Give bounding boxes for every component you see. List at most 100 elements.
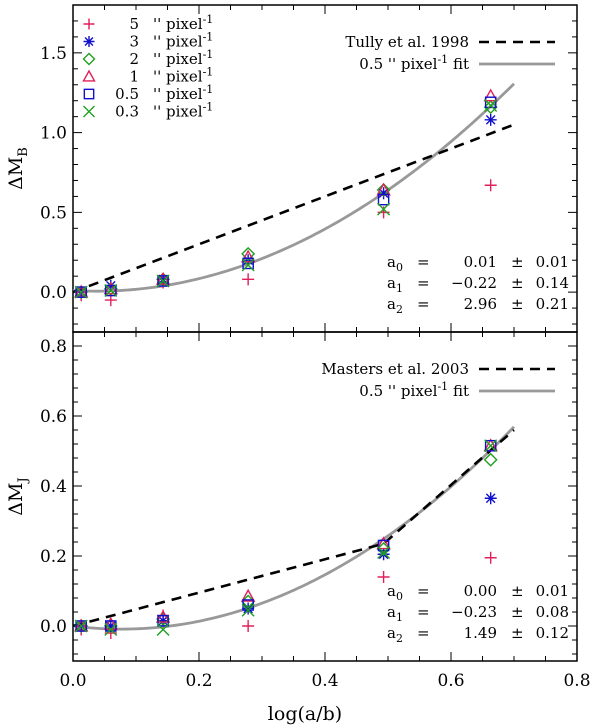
plot-frame: [72, 4, 578, 333]
x-tick-label: 0.0: [59, 671, 86, 691]
coef-equals: =: [417, 295, 430, 313]
line-legend-entry: Masters et al. 2003: [321, 360, 555, 378]
series-square: [75, 439, 497, 632]
legend-value: 1: [129, 68, 139, 86]
data-point-cross: [104, 284, 118, 298]
y-tick-label: 0.6: [40, 407, 67, 427]
fit-curve: [73, 425, 516, 631]
coef-name: a2: [387, 295, 403, 316]
data-point-cross: [241, 603, 255, 617]
coef-equals: =: [417, 603, 430, 621]
plot-area: [73, 425, 516, 639]
series-asterisk: [75, 492, 497, 632]
legend-entry: 0.3 '' pixel-1: [83, 101, 213, 121]
coefficient-row: a2 = 2.96 ±0.21: [387, 295, 569, 316]
legend-unit: '' pixel-1: [153, 13, 213, 33]
data-point-triangle: [240, 249, 256, 263]
coef-value: 1.49: [464, 624, 497, 642]
data-point-plus: [377, 571, 390, 583]
line-legend-label: 0.5 '' pixel-1 fit: [359, 380, 469, 400]
legend-entry: 1 '' pixel-1: [82, 66, 213, 86]
plot-area: [73, 82, 515, 307]
data-point-plus: [242, 273, 255, 286]
data-point-cross: [156, 623, 170, 636]
coef-plusminus: ±: [511, 253, 524, 271]
y-tick-label: 0.0: [40, 283, 67, 303]
fit-curve: [73, 82, 515, 293]
panel-bottom: 0.0 0.2 0.4 0.6 0.8 0.0 0.2 0.4 0.6 0.8 log(a/b) ΔM…: [5, 331, 591, 725]
series-plus: [75, 179, 497, 307]
x-tick-label: 0.4: [311, 671, 338, 691]
data-point-cross: [74, 619, 88, 633]
y-tick-label: 1.0: [40, 124, 67, 144]
line-legend: Masters et al. 2003 0.5 '' pixel-1 fit: [321, 360, 555, 400]
fit-coefficients: a0 = 0.00 ±0.01 a1 = −0.23 ±0.08 a2 = 1.49 ±0.12: [387, 582, 569, 645]
data-point-cross: [377, 202, 391, 216]
data-point-square: [377, 193, 390, 206]
data-point-square: [484, 439, 497, 452]
y-tick-label: 0.4: [40, 477, 67, 497]
data-point-asterisk: [484, 492, 497, 505]
legend-entry: 2 '' pixel-1: [82, 48, 213, 68]
data-point-diamond: [483, 100, 498, 115]
reference-line: [73, 429, 515, 628]
y-tick-label: 0.5: [40, 203, 67, 223]
data-point-square: [242, 257, 254, 270]
data-point-diamond: [156, 612, 171, 626]
data-point-diamond: [74, 619, 89, 633]
series-square: [75, 96, 497, 298]
data-point-triangle: [240, 588, 256, 602]
series-cross: [74, 98, 498, 299]
data-point-diamond: [376, 542, 391, 556]
legend-unit: '' pixel-1: [153, 83, 213, 103]
data-point-asterisk: [242, 602, 255, 615]
legend-value: 5: [129, 15, 139, 33]
x-axis-label: log(a/b): [268, 703, 342, 725]
data-point-cross: [104, 623, 118, 636]
legend-unit: '' pixel-1: [153, 66, 213, 86]
data-point-plus: [484, 551, 497, 564]
x-tick-label: 0.6: [437, 671, 464, 691]
data-point-asterisk: [157, 273, 170, 286]
data-point-square: [75, 286, 87, 298]
coef-name: a1: [387, 274, 403, 295]
coef-plusminus: ±: [511, 295, 524, 313]
x-tick-label: 0.2: [185, 671, 212, 691]
line-legend-entry: Tully et al. 1998: [345, 33, 555, 51]
data-point-triangle: [155, 609, 171, 623]
legend-unit: '' pixel-1: [153, 48, 213, 68]
y-axis-label: ΔMB: [5, 147, 31, 190]
data-point-diamond: [74, 285, 89, 300]
coef-plusminus: ±: [511, 582, 524, 600]
coef-error: 0.01: [536, 582, 569, 600]
series-triangle: [74, 438, 498, 632]
data-point-cross: [156, 274, 170, 288]
data-point-asterisk: [104, 620, 117, 632]
data-point-cross: [74, 285, 88, 299]
coef-value: 2.96: [464, 295, 497, 313]
data-point-diamond: [483, 452, 498, 467]
coef-equals: =: [417, 274, 430, 292]
coef-error: 0.12: [536, 624, 569, 642]
legend-entry: 5 '' pixel-1: [83, 13, 213, 33]
series-cross: [74, 439, 498, 636]
series-asterisk: [75, 113, 497, 299]
x-tick-label: 0.8: [563, 671, 590, 691]
coef-equals: =: [417, 253, 430, 271]
legend-entry: 3 '' pixel-1: [83, 31, 213, 51]
legend-value: 3: [129, 33, 139, 51]
series-triangle: [74, 88, 498, 298]
coef-value: −0.23: [451, 603, 497, 621]
line-legend: Tully et al. 1998 0.5 '' pixel-1 fit: [345, 33, 555, 73]
marker-legend: 5 '' pixel-1 3 '' pixel-1 2 '' pixel-1 1 '' pix…: [82, 13, 213, 121]
line-legend-label: 0.5 '' pixel-1 fit: [359, 53, 469, 73]
data-point-square: [104, 620, 117, 632]
data-point-square: [377, 539, 390, 552]
coef-value: 0.00: [464, 582, 497, 600]
coef-error: 0.01: [536, 253, 569, 271]
data-point-square: [75, 620, 87, 632]
y-tick-label: 0.0: [40, 617, 67, 637]
legend-unit: '' pixel-1: [153, 101, 213, 121]
data-point-square: [157, 275, 169, 287]
